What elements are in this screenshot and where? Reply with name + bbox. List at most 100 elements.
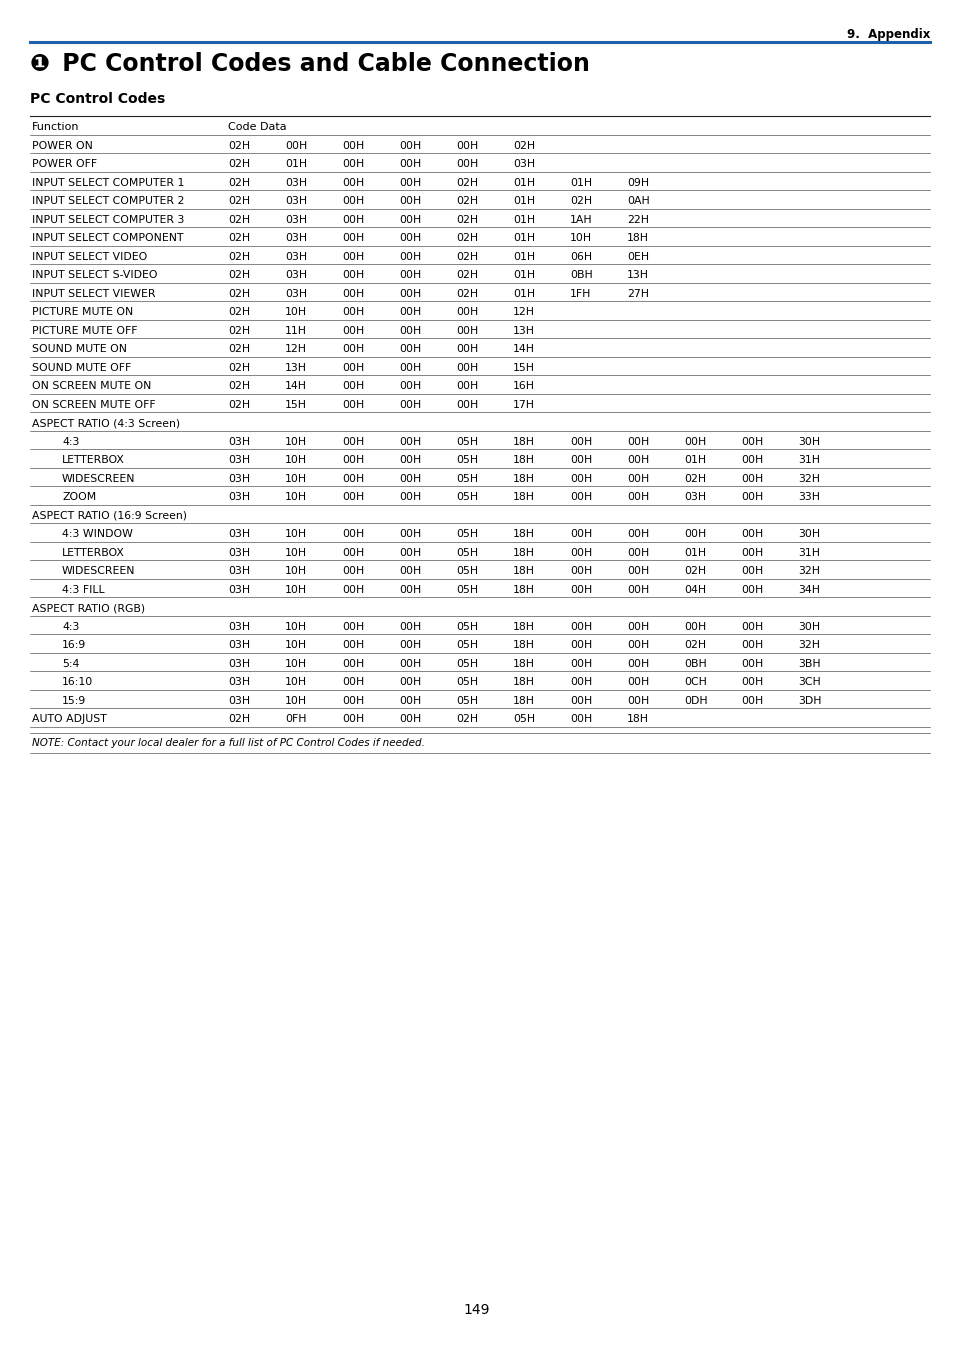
- Text: 13H: 13H: [513, 326, 535, 336]
- Text: 13H: 13H: [626, 271, 648, 280]
- Text: 00H: 00H: [456, 345, 477, 355]
- Text: 03H: 03H: [228, 640, 250, 651]
- Text: 02H: 02H: [456, 288, 477, 299]
- Text: WIDESCREEN: WIDESCREEN: [62, 474, 135, 484]
- Text: 02H: 02H: [683, 566, 705, 577]
- Text: 32H: 32H: [797, 566, 820, 577]
- Text: 02H: 02H: [228, 381, 250, 391]
- Text: 00H: 00H: [341, 714, 364, 724]
- Text: INPUT SELECT COMPONENT: INPUT SELECT COMPONENT: [32, 233, 183, 244]
- Text: 18H: 18H: [513, 549, 535, 558]
- Text: 03H: 03H: [228, 549, 250, 558]
- Text: 02H: 02H: [456, 714, 477, 724]
- Text: 00H: 00H: [398, 400, 421, 410]
- Text: 00H: 00H: [626, 530, 649, 539]
- Text: ZOOM: ZOOM: [62, 492, 96, 503]
- Text: 02H: 02H: [456, 178, 477, 187]
- Text: 00H: 00H: [341, 400, 364, 410]
- Text: 03H: 03H: [228, 659, 250, 669]
- Text: 06H: 06H: [569, 252, 592, 262]
- Text: 00H: 00H: [456, 326, 477, 336]
- Text: 00H: 00H: [569, 585, 592, 594]
- Text: 00H: 00H: [341, 307, 364, 318]
- Text: 00H: 00H: [626, 621, 649, 632]
- Text: 00H: 00H: [398, 233, 421, 244]
- Text: 01H: 01H: [569, 178, 592, 187]
- Text: 00H: 00H: [341, 437, 364, 448]
- Text: 00H: 00H: [341, 363, 364, 373]
- Text: 10H: 10H: [285, 474, 307, 484]
- Text: 00H: 00H: [341, 142, 364, 151]
- Text: 14H: 14H: [513, 345, 535, 355]
- Text: 00H: 00H: [341, 197, 364, 206]
- Text: 00H: 00H: [456, 363, 477, 373]
- Text: 01H: 01H: [513, 197, 535, 206]
- Text: PC Control Codes: PC Control Codes: [30, 92, 165, 106]
- Text: 02H: 02H: [228, 345, 250, 355]
- Text: 18H: 18H: [513, 585, 535, 594]
- Text: 00H: 00H: [626, 566, 649, 577]
- Text: LETTERBOX: LETTERBOX: [62, 456, 125, 465]
- Text: 18H: 18H: [513, 678, 535, 687]
- Text: 00H: 00H: [341, 640, 364, 651]
- Text: 00H: 00H: [341, 456, 364, 465]
- Text: 00H: 00H: [740, 456, 762, 465]
- Text: 02H: 02H: [228, 714, 250, 724]
- Text: 03H: 03H: [228, 474, 250, 484]
- Text: 31H: 31H: [797, 456, 820, 465]
- Text: 18H: 18H: [513, 530, 535, 539]
- Text: 03H: 03H: [228, 621, 250, 632]
- Text: 00H: 00H: [398, 437, 421, 448]
- Text: 03H: 03H: [228, 492, 250, 503]
- Text: 05H: 05H: [456, 474, 477, 484]
- Text: 00H: 00H: [569, 530, 592, 539]
- Text: SOUND MUTE OFF: SOUND MUTE OFF: [32, 363, 132, 373]
- Text: 30H: 30H: [797, 621, 820, 632]
- Text: 0AH: 0AH: [626, 197, 649, 206]
- Text: 10H: 10H: [285, 640, 307, 651]
- Text: INPUT SELECT VIDEO: INPUT SELECT VIDEO: [32, 252, 147, 262]
- Text: 03H: 03H: [228, 696, 250, 706]
- Text: 5:4: 5:4: [62, 659, 79, 669]
- Text: 15H: 15H: [513, 363, 535, 373]
- Text: 00H: 00H: [456, 307, 477, 318]
- Text: 18H: 18H: [626, 233, 648, 244]
- Text: 02H: 02H: [456, 197, 477, 206]
- Text: 14H: 14H: [285, 381, 307, 391]
- Text: 10H: 10H: [569, 233, 592, 244]
- Text: 00H: 00H: [341, 252, 364, 262]
- Text: 32H: 32H: [797, 640, 820, 651]
- Text: 00H: 00H: [740, 659, 762, 669]
- Text: ASPECT RATIO (4:3 Screen): ASPECT RATIO (4:3 Screen): [32, 418, 180, 429]
- Text: 03H: 03H: [228, 530, 250, 539]
- Text: 00H: 00H: [740, 640, 762, 651]
- Text: 01H: 01H: [513, 252, 535, 262]
- Text: 15:9: 15:9: [62, 696, 86, 706]
- Text: 01H: 01H: [683, 549, 705, 558]
- Text: 9.  Appendix: 9. Appendix: [845, 28, 929, 40]
- Text: INPUT SELECT COMPUTER 1: INPUT SELECT COMPUTER 1: [32, 178, 184, 187]
- Text: 11H: 11H: [285, 326, 307, 336]
- Text: 01H: 01H: [513, 271, 535, 280]
- Text: 00H: 00H: [398, 678, 421, 687]
- Text: 18H: 18H: [513, 474, 535, 484]
- Text: 00H: 00H: [626, 696, 649, 706]
- Text: 02H: 02H: [513, 142, 535, 151]
- Text: 02H: 02H: [456, 271, 477, 280]
- Text: 30H: 30H: [797, 530, 820, 539]
- Text: 02H: 02H: [683, 640, 705, 651]
- Text: 00H: 00H: [341, 214, 364, 225]
- Text: 00H: 00H: [398, 214, 421, 225]
- Text: AUTO ADJUST: AUTO ADJUST: [32, 714, 107, 724]
- Text: 00H: 00H: [398, 621, 421, 632]
- Text: 00H: 00H: [740, 696, 762, 706]
- Text: INPUT SELECT VIEWER: INPUT SELECT VIEWER: [32, 288, 155, 299]
- Text: 00H: 00H: [626, 549, 649, 558]
- Text: 00H: 00H: [341, 233, 364, 244]
- Text: 03H: 03H: [285, 178, 307, 187]
- Text: 00H: 00H: [683, 437, 705, 448]
- Text: 17H: 17H: [513, 400, 535, 410]
- Text: LETTERBOX: LETTERBOX: [62, 549, 125, 558]
- Text: 00H: 00H: [569, 456, 592, 465]
- Text: 16:9: 16:9: [62, 640, 86, 651]
